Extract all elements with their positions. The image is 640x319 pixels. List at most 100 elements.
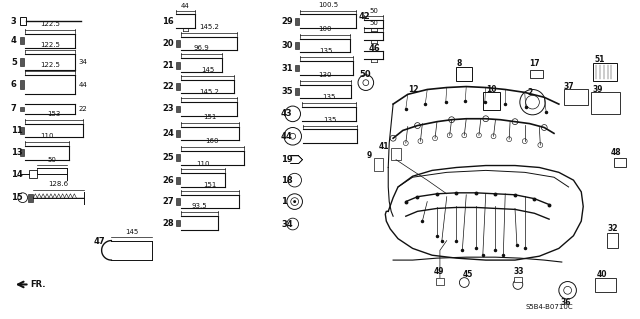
Text: 145.2: 145.2 [199, 24, 219, 30]
Text: 10: 10 [486, 85, 496, 94]
Bar [294, 88, 298, 95]
Text: 27: 27 [162, 197, 173, 206]
Text: S5B4-B0710C: S5B4-B0710C [525, 304, 573, 310]
Text: 8: 8 [456, 59, 462, 68]
Bar [391, 148, 401, 160]
Text: 19: 19 [281, 155, 292, 164]
Text: 22: 22 [78, 106, 87, 112]
Bar [483, 93, 500, 110]
Text: 3: 3 [11, 17, 17, 26]
Text: 135: 135 [319, 48, 333, 54]
Text: 51: 51 [595, 55, 605, 64]
Text: 9: 9 [367, 151, 372, 160]
Text: 36: 36 [561, 298, 571, 307]
Bar [607, 233, 618, 249]
Bar [29, 170, 37, 178]
Bar [28, 194, 33, 202]
Text: 110: 110 [40, 133, 54, 139]
Text: 93.5: 93.5 [191, 204, 207, 209]
Text: 151: 151 [203, 182, 216, 188]
Text: 41: 41 [378, 142, 389, 151]
Bar [20, 58, 24, 66]
Text: 33: 33 [514, 267, 525, 276]
Text: 45: 45 [462, 270, 473, 279]
Text: 7: 7 [11, 105, 17, 114]
Bar [20, 127, 24, 134]
Text: 47: 47 [94, 237, 106, 246]
Text: 34: 34 [78, 59, 87, 65]
Text: 39: 39 [593, 85, 604, 94]
Bar [176, 83, 180, 90]
Bar [176, 220, 180, 226]
Text: 18: 18 [281, 176, 292, 185]
Bar [514, 277, 522, 282]
Text: 50: 50 [369, 8, 378, 14]
Text: 30: 30 [281, 41, 292, 50]
Bar [176, 130, 180, 137]
Bar [20, 107, 24, 111]
Text: 46: 46 [369, 44, 381, 53]
Bar [294, 42, 298, 49]
Text: 130: 130 [319, 72, 332, 78]
Text: 160: 160 [205, 138, 219, 144]
Text: 100.5: 100.5 [317, 2, 338, 8]
Text: 44: 44 [281, 132, 292, 141]
Bar [20, 17, 26, 25]
Text: 1: 1 [281, 197, 287, 206]
Text: 96.9: 96.9 [193, 46, 209, 51]
Bar [20, 80, 24, 90]
Text: 20: 20 [162, 39, 173, 48]
Bar [436, 278, 444, 286]
Text: 31: 31 [281, 63, 292, 72]
Bar [20, 149, 24, 156]
Text: 110: 110 [196, 160, 210, 167]
Bar [176, 198, 180, 205]
Text: 128.6: 128.6 [49, 181, 68, 187]
Bar [176, 177, 180, 183]
Text: 40: 40 [597, 270, 607, 279]
Text: 122.5: 122.5 [40, 21, 60, 27]
Text: 24: 24 [162, 129, 174, 138]
Bar [176, 154, 180, 161]
Text: 50: 50 [369, 20, 378, 26]
Bar [591, 93, 620, 114]
Text: 15: 15 [11, 193, 22, 202]
Text: 145: 145 [201, 67, 214, 73]
Text: 49: 49 [434, 267, 445, 276]
Text: 28: 28 [162, 219, 173, 227]
Bar [176, 106, 180, 112]
Text: 17: 17 [530, 59, 540, 68]
Text: 12: 12 [408, 85, 419, 94]
Text: 50: 50 [359, 70, 371, 79]
Text: 44: 44 [78, 82, 87, 88]
Bar [595, 278, 616, 292]
Text: 145: 145 [125, 229, 138, 235]
Bar [294, 65, 298, 71]
Text: 50: 50 [47, 157, 56, 163]
Text: 100: 100 [318, 26, 332, 32]
Text: 4: 4 [11, 36, 17, 45]
Text: 42: 42 [359, 12, 371, 21]
Text: 22: 22 [162, 82, 174, 91]
Text: 16: 16 [162, 17, 174, 26]
Text: 135: 135 [324, 117, 337, 122]
Text: 25: 25 [162, 153, 174, 162]
Bar [176, 40, 180, 47]
Text: 122.5: 122.5 [40, 62, 60, 68]
Text: 48: 48 [611, 148, 621, 157]
Text: 11: 11 [11, 126, 22, 135]
Text: FR.: FR. [31, 280, 46, 289]
Circle shape [293, 200, 296, 203]
Text: 5: 5 [11, 58, 17, 67]
Text: 2: 2 [527, 88, 533, 97]
Bar [614, 158, 626, 167]
Text: 44: 44 [181, 3, 190, 9]
Text: 14: 14 [11, 170, 22, 179]
Text: 23: 23 [162, 105, 173, 114]
Text: 37: 37 [564, 82, 574, 91]
Bar [20, 37, 24, 44]
Bar [456, 67, 472, 81]
Bar [564, 90, 588, 105]
Bar [374, 158, 383, 171]
Bar [176, 62, 180, 69]
